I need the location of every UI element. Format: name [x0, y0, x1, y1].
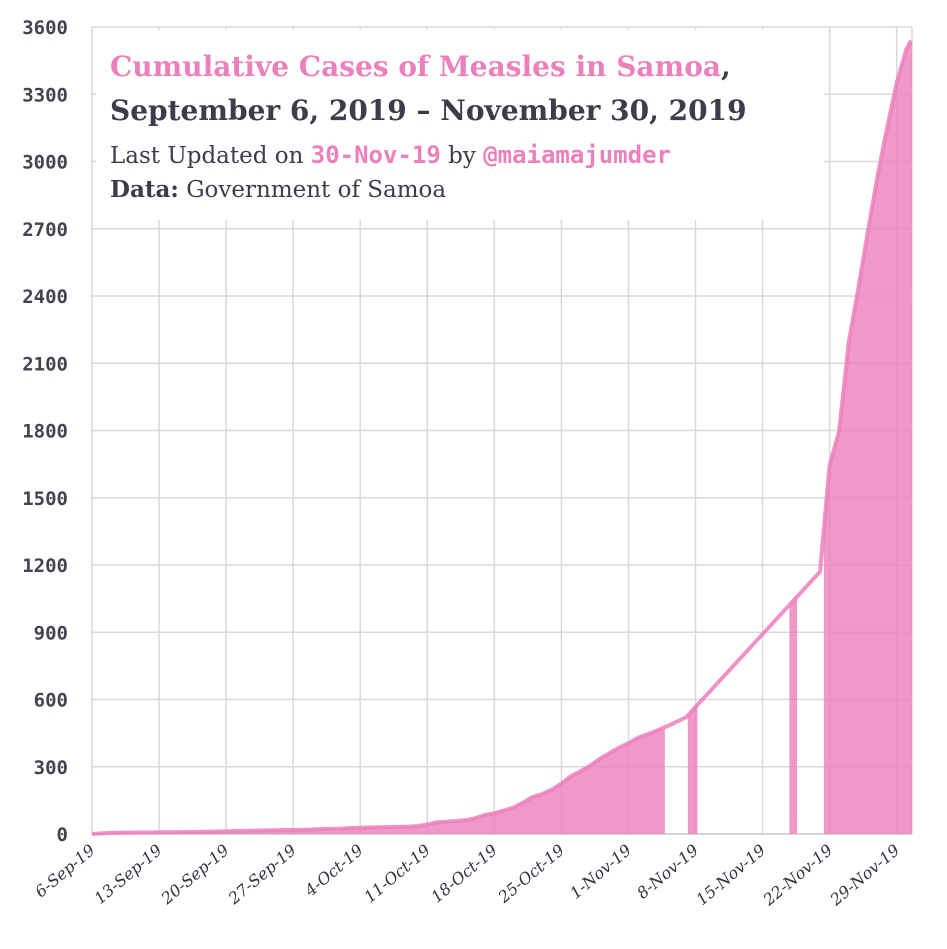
area-fill-segment — [789, 596, 798, 834]
x-tick-label: 29-Nov-19 — [826, 841, 903, 910]
x-tick-label: 20-Sep-19 — [157, 841, 233, 909]
chart-title-comma: , — [721, 50, 731, 83]
author-handle[interactable]: @maiamajumder — [483, 141, 671, 169]
x-tick-label: 13-Sep-19 — [90, 841, 165, 908]
cumulative-cases-line — [91, 39, 913, 836]
y-tick-label: 300 — [34, 757, 68, 779]
y-tick-label: 900 — [34, 622, 68, 644]
y-tick-label: 2700 — [22, 219, 68, 241]
data-source: Government of Samoa — [186, 177, 447, 203]
y-tick-label: 1500 — [22, 488, 68, 510]
x-tick-label: 1-Nov-19 — [566, 841, 635, 903]
y-tick-label: 3000 — [22, 152, 68, 174]
x-tick-label: 6-Sep-19 — [31, 841, 98, 902]
x-tick-label: 22-Nov-19 — [759, 841, 836, 910]
y-tick-label: 3300 — [22, 84, 68, 106]
area-fill-segment — [92, 727, 665, 834]
area-fill-segment — [823, 40, 912, 834]
y-tick-label: 1200 — [22, 555, 68, 577]
chart-subtitle: September 6, 2019 – November 30, 2019 — [110, 94, 747, 127]
x-tick-label: 27-Sep-19 — [224, 841, 300, 909]
area-fill-segment — [687, 704, 698, 834]
y-tick-label: 600 — [34, 690, 68, 712]
x-tick-label: 4-Oct-19 — [300, 841, 366, 901]
update-by: by — [448, 143, 476, 169]
y-tick-label: 0 — [57, 824, 68, 846]
area-fill — [92, 40, 912, 834]
x-tick-label: 18-Oct-19 — [427, 841, 501, 907]
series-line — [91, 39, 913, 836]
data-source-label: Data: — [110, 176, 179, 203]
data-source-line: Data: Government of Samoa — [110, 176, 446, 203]
x-tick-label: 25-Oct-19 — [494, 841, 568, 908]
y-tick-label: 2400 — [22, 286, 68, 308]
chart-title-highlight: Cumulative Cases of Measles in Samoa — [110, 50, 722, 83]
y-tick-label: 1800 — [22, 421, 68, 443]
update-date: 30-Nov-19 — [310, 141, 441, 169]
title-box — [96, 30, 824, 220]
update-prefix: Last Updated on — [110, 143, 304, 169]
y-tick-label: 2100 — [22, 353, 68, 375]
x-tick-label: 15-Nov-19 — [692, 841, 769, 910]
update-line: Last Updated on 30-Nov-19 by @maiamajumd… — [110, 141, 671, 169]
x-tick-label: 8-Nov-19 — [633, 841, 702, 903]
chart-title: Cumulative Cases of Measles in Samoa, — [110, 50, 731, 83]
y-axis-ticks: 0 300 600 900 1200 1500 1800 2100 2400 2700 3000 33… — [22, 17, 68, 846]
x-tick-label: 11-Oct-19 — [360, 841, 434, 907]
y-tick-label: 3600 — [22, 17, 68, 39]
